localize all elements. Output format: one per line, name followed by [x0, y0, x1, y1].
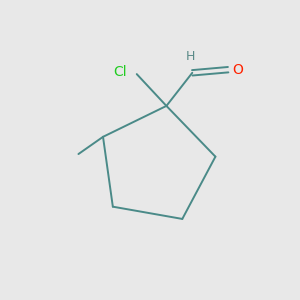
Text: Cl: Cl: [113, 65, 127, 79]
Text: O: O: [232, 63, 243, 77]
Text: H: H: [186, 50, 196, 63]
